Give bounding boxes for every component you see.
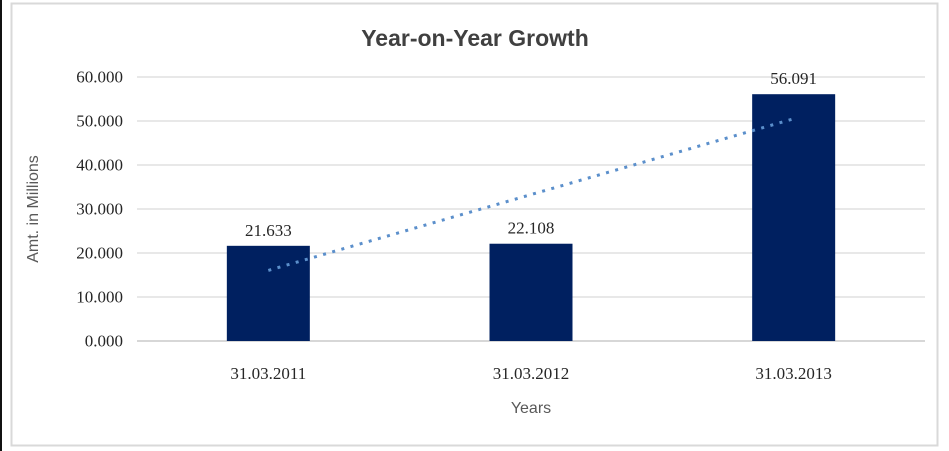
bar — [226, 245, 310, 341]
data-labels: 21.633 22.108 56.091 — [245, 69, 817, 240]
y-axis-title: Amt. in Millions — [25, 155, 42, 263]
bar-data-label: 22.108 — [508, 219, 555, 238]
bar — [489, 243, 573, 341]
y-tick-label: 30.000 — [76, 200, 123, 219]
bar — [752, 94, 836, 341]
chart-title: Year-on-Year Growth — [361, 25, 589, 51]
y-axis-tick-labels: 0.000 10.000 20.000 30.000 40.000 50.000 60.00… — [76, 68, 123, 351]
y-tick-label: 0.000 — [85, 332, 123, 351]
y-tick-label: 20.000 — [76, 244, 123, 263]
x-category-label: 31.03.2013 — [755, 364, 832, 383]
y-tick-label: 10.000 — [76, 288, 123, 307]
bar-data-label: 56.091 — [770, 69, 817, 88]
x-category-label: 31.03.2011 — [230, 364, 306, 383]
chart-frame — [10, 2, 939, 447]
x-axis-title: Years — [511, 400, 551, 417]
bar-data-label: 21.633 — [245, 221, 292, 240]
x-axis-category-labels: 31.03.2011 31.03.2012 31.03.2013 — [230, 364, 832, 383]
x-category-label: 31.03.2012 — [493, 364, 570, 383]
bar-series — [226, 94, 836, 341]
y-tick-label: 40.000 — [76, 156, 123, 175]
page-border-left — [0, 0, 2, 451]
y-tick-label: 60.000 — [76, 68, 123, 87]
y-tick-label: 50.000 — [76, 112, 123, 131]
